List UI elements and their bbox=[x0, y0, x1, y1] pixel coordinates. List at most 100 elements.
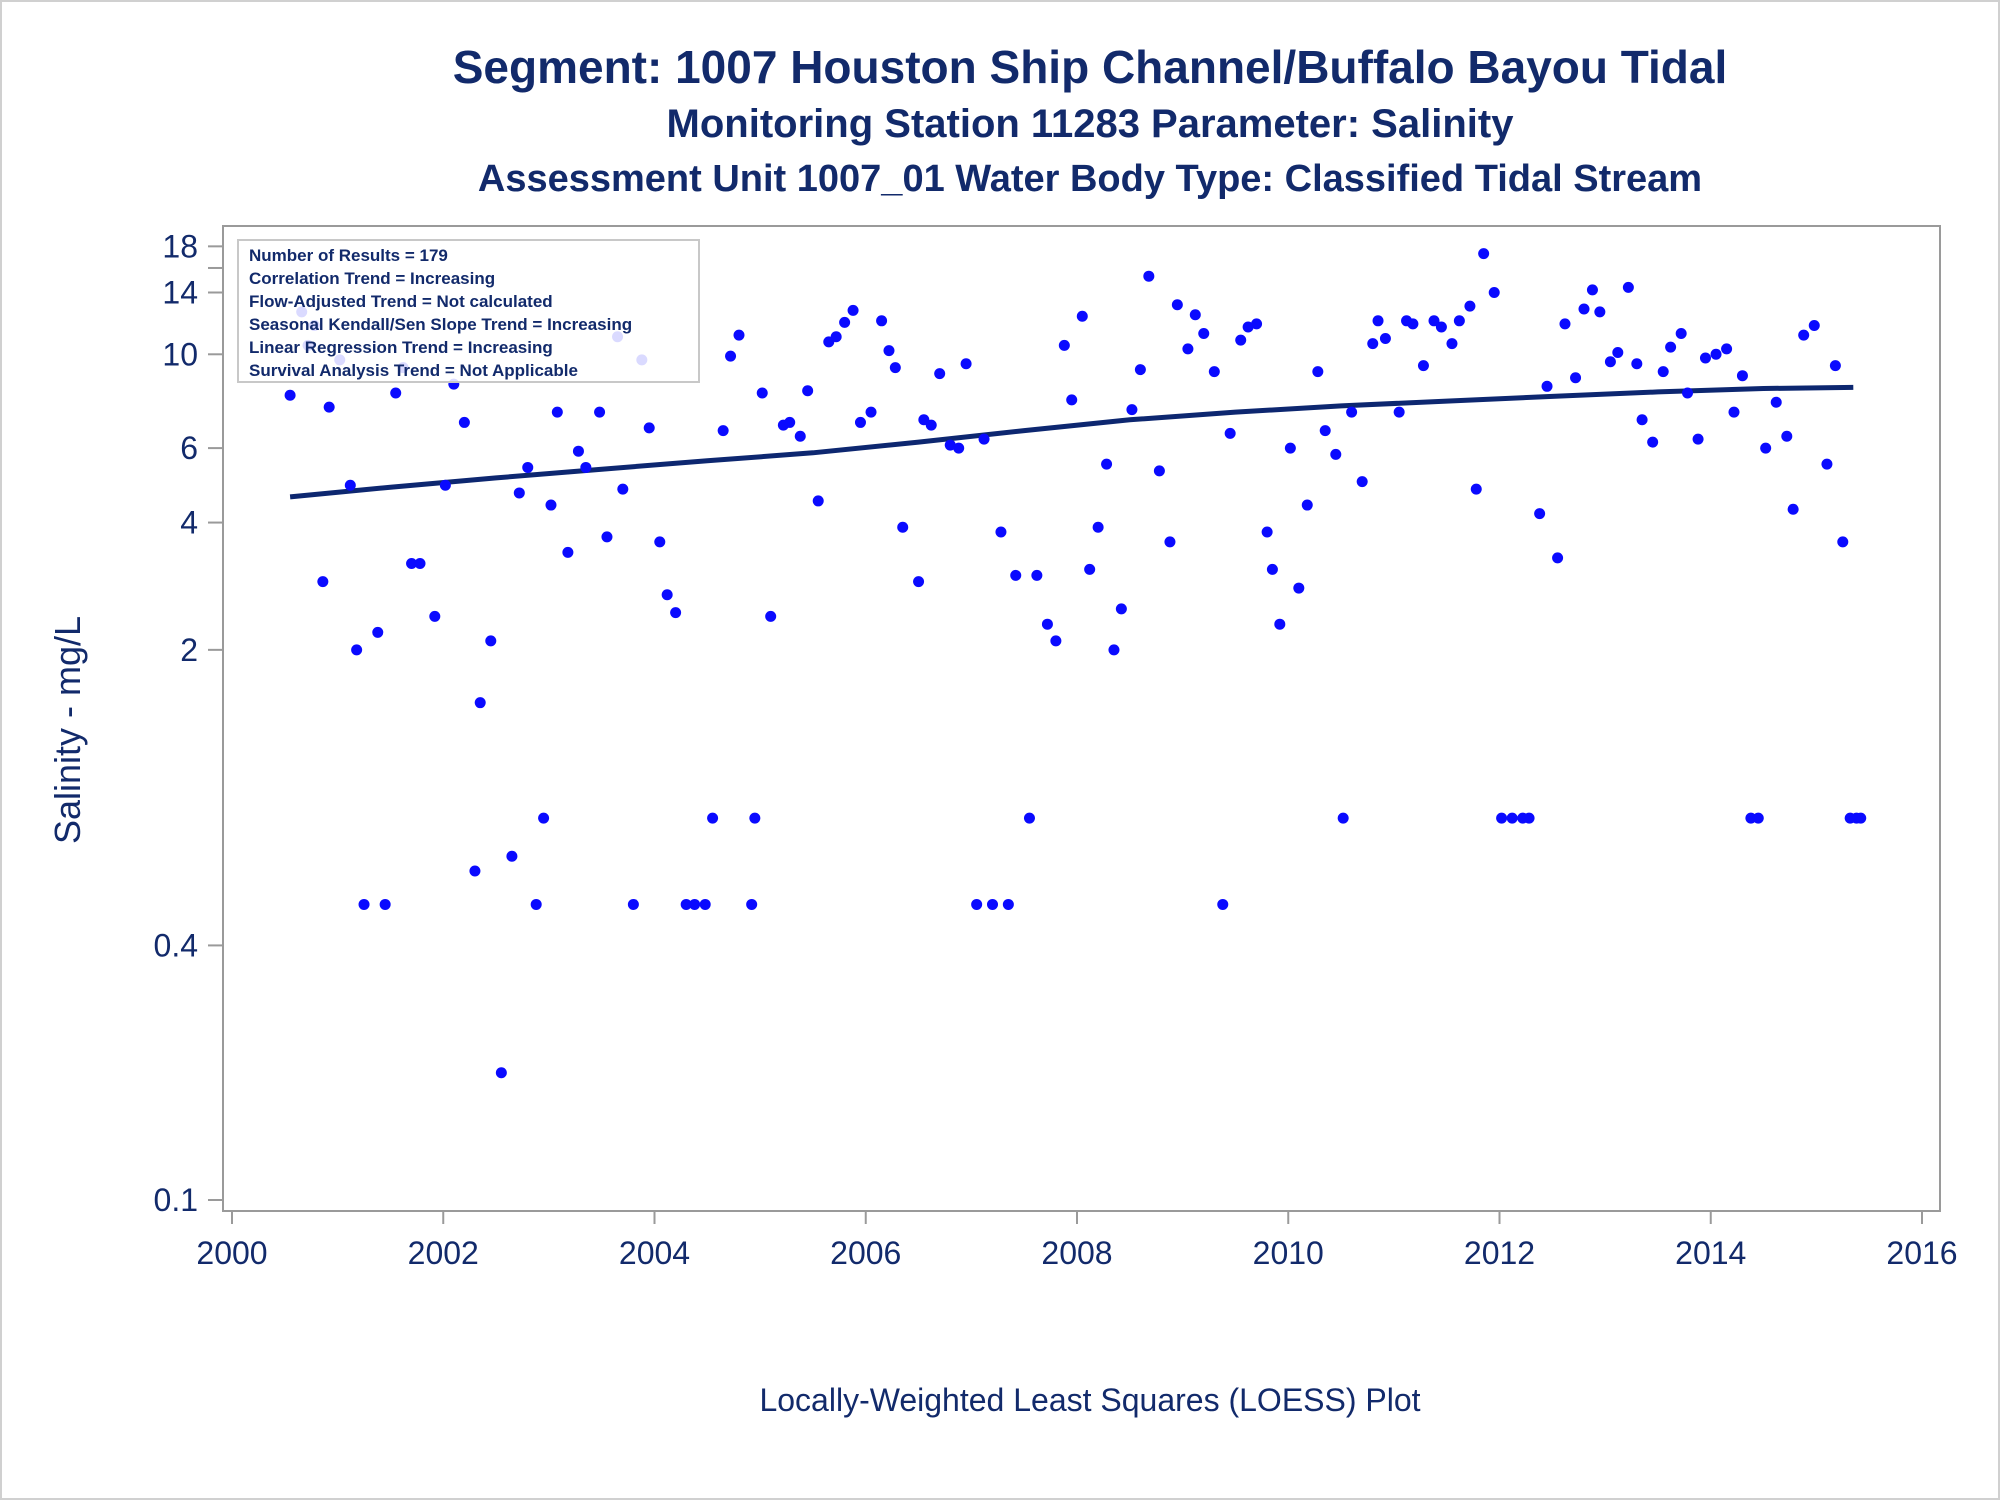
x-tick-label: 2000 bbox=[196, 1235, 267, 1271]
data-point bbox=[1002, 898, 1014, 910]
x-tick-label: 2008 bbox=[1041, 1235, 1112, 1271]
data-point bbox=[1224, 427, 1236, 439]
data-point bbox=[1541, 380, 1553, 392]
data-point bbox=[670, 607, 682, 619]
data-point bbox=[1721, 343, 1733, 355]
data-point bbox=[530, 898, 542, 910]
info-box-line-results: Number of Results = 179 bbox=[249, 246, 448, 265]
data-point bbox=[1675, 327, 1687, 339]
data-point bbox=[1217, 898, 1229, 910]
data-point bbox=[617, 483, 629, 495]
data-point bbox=[1453, 315, 1465, 327]
data-point bbox=[485, 635, 497, 647]
data-point bbox=[1594, 306, 1606, 318]
data-point bbox=[1274, 618, 1286, 630]
data-point bbox=[934, 368, 946, 380]
data-point bbox=[284, 389, 296, 401]
data-point bbox=[390, 387, 402, 399]
data-point bbox=[1760, 442, 1772, 454]
y-tick-label: 4 bbox=[180, 505, 198, 541]
data-point bbox=[351, 644, 363, 656]
data-point bbox=[1092, 521, 1104, 533]
data-point bbox=[1488, 287, 1500, 299]
chart-subtitle-station: Monitoring Station 11283 Parameter: Sali… bbox=[666, 102, 1514, 146]
data-point bbox=[1031, 569, 1043, 581]
data-point bbox=[883, 345, 895, 357]
data-point bbox=[1266, 563, 1278, 575]
data-point bbox=[1808, 319, 1820, 331]
data-point bbox=[1781, 430, 1793, 442]
data-point bbox=[1208, 366, 1220, 378]
data-point bbox=[876, 315, 888, 327]
data-point bbox=[1636, 414, 1648, 426]
data-point bbox=[1710, 348, 1722, 360]
data-point bbox=[1319, 425, 1331, 437]
data-point bbox=[1134, 364, 1146, 376]
data-point bbox=[794, 430, 806, 442]
data-point bbox=[1770, 396, 1782, 408]
data-point bbox=[458, 416, 470, 428]
data-point bbox=[1728, 406, 1740, 418]
data-point bbox=[429, 610, 441, 622]
data-point bbox=[1126, 404, 1138, 416]
data-point bbox=[627, 898, 639, 910]
data-point bbox=[889, 362, 901, 374]
data-point bbox=[1284, 442, 1296, 454]
data-point bbox=[1010, 569, 1022, 581]
data-point bbox=[1435, 321, 1447, 333]
data-point bbox=[1736, 370, 1748, 382]
data-point bbox=[1699, 352, 1711, 364]
data-point bbox=[784, 416, 796, 428]
data-point bbox=[1346, 406, 1358, 418]
y-tick-label: 0.4 bbox=[154, 927, 198, 963]
data-point bbox=[725, 350, 737, 362]
data-point bbox=[1446, 338, 1458, 350]
data-point bbox=[699, 898, 711, 910]
data-point bbox=[1393, 406, 1405, 418]
y-tick-label: 14 bbox=[162, 275, 198, 311]
y-axis: 0.1 0.4 2 4 6 10 14 18 bbox=[154, 226, 224, 1218]
data-point bbox=[1076, 310, 1088, 322]
data-point bbox=[925, 419, 937, 431]
data-point bbox=[1837, 536, 1849, 548]
data-point bbox=[372, 626, 384, 638]
data-point bbox=[1821, 458, 1833, 470]
y-tick-label: 18 bbox=[162, 228, 198, 264]
data-point bbox=[865, 406, 877, 418]
data-point bbox=[1251, 318, 1263, 330]
info-box-line-linear-regression: Linear Regression Trend = Increasing bbox=[249, 338, 553, 357]
info-box-line-flow-adjusted: Flow-Adjusted Trend = Not calculated bbox=[249, 292, 553, 311]
data-point bbox=[1586, 284, 1598, 296]
x-tick-label: 2004 bbox=[619, 1235, 690, 1271]
data-point bbox=[323, 401, 335, 413]
data-point bbox=[1379, 332, 1391, 344]
data-point bbox=[580, 461, 592, 473]
info-box-frame bbox=[237, 239, 700, 383]
data-point bbox=[746, 898, 758, 910]
data-point bbox=[1478, 248, 1490, 260]
data-point bbox=[1108, 644, 1120, 656]
data-point bbox=[1189, 309, 1201, 321]
data-point bbox=[1829, 360, 1841, 372]
data-point bbox=[643, 422, 655, 434]
data-point bbox=[1855, 812, 1867, 824]
data-point bbox=[317, 576, 329, 588]
data-point bbox=[1242, 321, 1254, 333]
data-point bbox=[765, 610, 777, 622]
data-point bbox=[1066, 394, 1078, 406]
data-point bbox=[1337, 812, 1349, 824]
data-point bbox=[944, 439, 956, 451]
data-point bbox=[1622, 281, 1634, 293]
loess-trend-line bbox=[289, 384, 1854, 500]
data-point bbox=[1164, 536, 1176, 548]
data-point bbox=[847, 304, 859, 316]
data-point bbox=[545, 499, 557, 511]
data-point bbox=[1604, 356, 1616, 368]
data-point bbox=[1752, 812, 1764, 824]
data-point bbox=[717, 425, 729, 437]
info-box-line-seasonal-kendall: Seasonal Kendall/Sen Slope Trend = Incre… bbox=[249, 315, 632, 334]
data-point bbox=[1578, 303, 1590, 315]
y-tick-label: 10 bbox=[162, 336, 198, 372]
x-tick-label: 2006 bbox=[830, 1235, 901, 1271]
data-point bbox=[1041, 618, 1053, 630]
